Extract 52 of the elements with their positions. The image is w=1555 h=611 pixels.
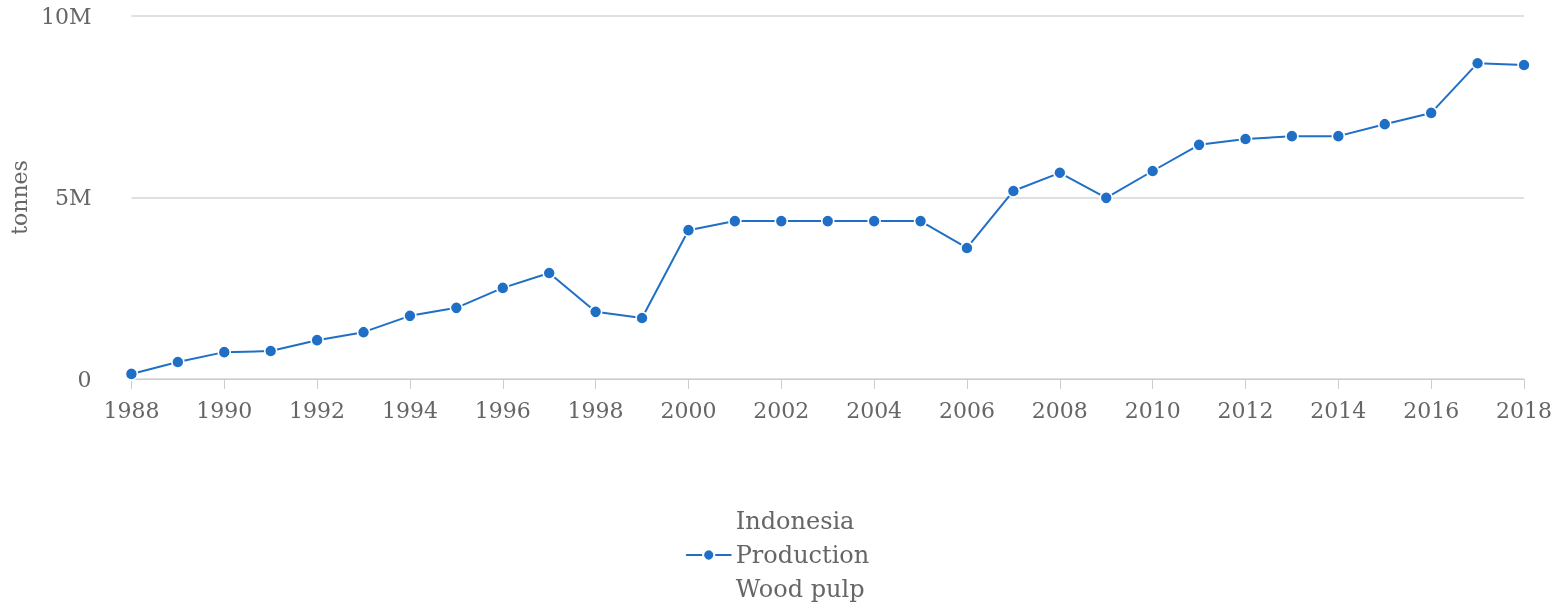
point: [542, 266, 556, 280]
point: [588, 305, 603, 319]
x-tick-label: 2000: [660, 397, 717, 423]
point: [1285, 129, 1299, 143]
point: [449, 301, 464, 315]
point: [820, 214, 835, 228]
x-tick-label: 1998: [567, 397, 624, 423]
point: [867, 214, 881, 228]
point: [310, 333, 324, 347]
point: [1145, 164, 1160, 178]
point: [1517, 58, 1531, 72]
point: [1378, 117, 1392, 131]
x-tick-label: 1990: [196, 397, 253, 423]
y-tick-label: 5M: [54, 185, 92, 210]
y-tick-label: 10M: [40, 3, 92, 29]
point: [356, 325, 371, 339]
x-tick-label: 2006: [938, 397, 995, 423]
point: [1053, 166, 1067, 180]
point: [1238, 132, 1253, 146]
point: [728, 214, 742, 228]
x-tick-label: 1992: [289, 397, 346, 423]
point: [124, 367, 139, 381]
legend-label: Indonesia Production Wood pulp: [735, 507, 870, 603]
point: [913, 214, 928, 228]
point: [403, 309, 417, 323]
y-tick-label: 0: [77, 366, 92, 392]
x-tick-label: 1996: [474, 397, 531, 423]
x-tick-label: 2012: [1217, 397, 1274, 423]
point: [263, 344, 278, 358]
point: [1006, 184, 1021, 198]
point: [774, 214, 789, 228]
point: [1192, 138, 1206, 152]
point: [1470, 56, 1485, 70]
point: [681, 223, 696, 237]
x-tick-label: 1994: [381, 397, 438, 423]
point: [1331, 129, 1346, 143]
x-tick-label: 1988: [103, 397, 160, 423]
x-tick-label: 2008: [1031, 397, 1088, 423]
x-tick-label: 2018: [1496, 397, 1553, 423]
point: [1424, 106, 1438, 120]
y-axis-title: tonnes: [6, 160, 32, 235]
x-tick-label: 2002: [753, 397, 810, 423]
point: [635, 311, 649, 325]
x-tick-label: 2010: [1124, 397, 1181, 423]
point: [217, 345, 232, 359]
x-tick-label: 2014: [1310, 397, 1367, 423]
point: [496, 281, 510, 295]
point: [171, 355, 185, 369]
x-tick-label: 2004: [846, 397, 903, 423]
x-tick-label: 2016: [1403, 397, 1460, 423]
point: [1099, 191, 1113, 205]
point: [960, 241, 974, 255]
